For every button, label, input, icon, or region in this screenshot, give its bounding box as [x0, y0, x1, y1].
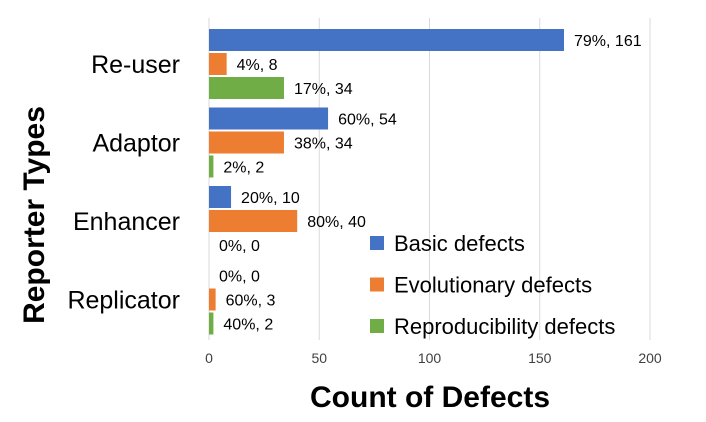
x-tick-label: 200: [638, 350, 662, 366]
legend-swatch: [370, 236, 384, 250]
data-label: 20%, 10: [241, 190, 300, 207]
data-label: 0%, 0: [219, 238, 260, 255]
data-label: 38%, 34: [294, 136, 353, 153]
legend-swatch: [370, 277, 384, 292]
x-tick-label: 100: [418, 350, 442, 366]
category-label: Adaptor: [92, 130, 180, 158]
bars: [209, 29, 565, 335]
data-label: 0%, 0: [219, 269, 260, 286]
bar-basic-defects: [209, 107, 329, 130]
data-label: 2%, 2: [223, 160, 264, 177]
x-tick-label: 150: [528, 350, 552, 366]
legend-label: Evolutionary defects: [394, 273, 592, 298]
x-tick-label: 50: [311, 350, 327, 366]
gridlines: [208, 18, 651, 340]
x-tick-label: 0: [205, 350, 213, 366]
bar-evolutionary-defects: [209, 288, 216, 311]
data-label: 17%, 34: [294, 81, 353, 98]
data-label: 60%, 54: [338, 112, 397, 129]
x-tick-labels: 0 50 100 150 200: [205, 350, 662, 366]
x-axis-title: Count of Defects: [310, 381, 550, 414]
data-label: 4%, 8: [237, 57, 278, 74]
bar-reproducibility-defects: [209, 77, 284, 99]
bar-basic-defects: [209, 29, 565, 51]
data-label: 79%, 161: [574, 33, 642, 50]
legend-label: Basic defects: [394, 231, 525, 256]
legend-label: Reproducibility defects: [394, 314, 615, 339]
category-label: Re-user: [91, 51, 180, 79]
bar-evolutionary-defects: [209, 131, 284, 154]
data-labels: 79%, 161 4%, 8 17%, 34 60%, 54 38%, 34 2%, 2 2…: [219, 33, 642, 334]
data-label: 40%, 2: [223, 317, 273, 334]
legend: Basic defects Evolutionary defects Reprodu…: [370, 231, 615, 339]
data-label: 80%, 40: [307, 214, 366, 231]
bar-evolutionary-defects: [209, 53, 227, 75]
bar-basic-defects: [209, 186, 232, 208]
y-axis-title: Reporter Types: [18, 106, 51, 324]
legend-swatch: [370, 319, 384, 333]
bar-reproducibility-defects: [209, 312, 214, 335]
category-label: Enhancer: [73, 208, 180, 236]
data-label: 60%, 3: [226, 293, 276, 310]
bar-evolutionary-defects: [209, 210, 298, 232]
category-labels: Re-user Adaptor Enhancer Replicator: [67, 51, 180, 315]
bar-reproducibility-defects: [209, 155, 214, 178]
category-label: Replicator: [67, 287, 180, 315]
